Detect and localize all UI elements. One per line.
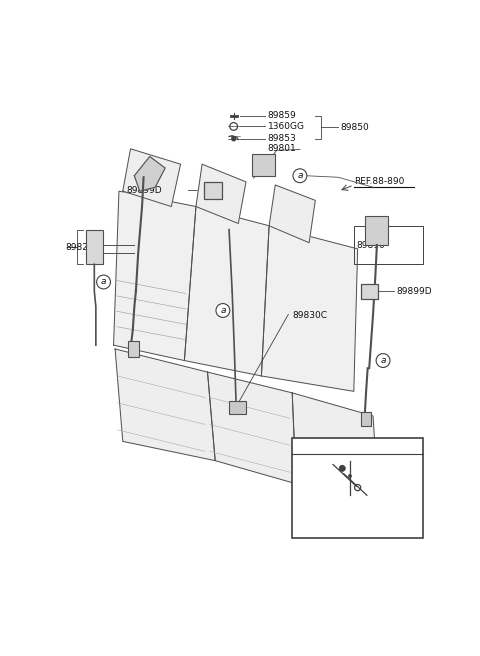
Bar <box>229 401 246 415</box>
Bar <box>252 154 275 176</box>
Bar <box>361 412 371 426</box>
Polygon shape <box>292 393 378 503</box>
Bar <box>354 226 423 264</box>
Bar <box>292 438 423 538</box>
Polygon shape <box>114 191 196 361</box>
Text: 89899D: 89899D <box>127 186 162 195</box>
Polygon shape <box>269 185 315 243</box>
Bar <box>365 216 388 245</box>
Text: 89820: 89820 <box>65 243 94 252</box>
Text: 89859: 89859 <box>267 111 296 120</box>
Circle shape <box>96 275 110 289</box>
Bar <box>361 283 378 299</box>
Text: 89850: 89850 <box>341 123 370 132</box>
Text: 89830C: 89830C <box>292 312 327 320</box>
Circle shape <box>376 354 390 367</box>
Polygon shape <box>196 164 246 224</box>
Text: a: a <box>220 306 226 315</box>
Polygon shape <box>115 349 215 461</box>
Text: REF.88-890: REF.88-890 <box>354 177 404 186</box>
Polygon shape <box>184 207 269 376</box>
Text: a: a <box>101 277 106 287</box>
Circle shape <box>339 465 345 472</box>
Polygon shape <box>123 149 180 207</box>
Text: 89810: 89810 <box>356 241 385 249</box>
Circle shape <box>299 440 311 452</box>
Text: 1360GG: 1360GG <box>267 122 304 131</box>
Text: 88878: 88878 <box>335 446 363 455</box>
Text: a: a <box>380 356 386 365</box>
Circle shape <box>293 169 307 182</box>
Circle shape <box>348 474 351 478</box>
Polygon shape <box>262 226 358 392</box>
Text: a: a <box>297 171 303 180</box>
Text: 89853: 89853 <box>267 134 296 143</box>
Bar <box>204 182 222 199</box>
Circle shape <box>216 304 230 318</box>
Text: a: a <box>302 441 307 451</box>
Bar <box>86 230 103 264</box>
Text: 88877: 88877 <box>354 502 383 511</box>
Text: 89899D: 89899D <box>396 287 432 296</box>
Bar <box>128 341 139 357</box>
Polygon shape <box>207 372 296 483</box>
Circle shape <box>231 136 236 141</box>
Polygon shape <box>134 157 165 191</box>
Text: 89801: 89801 <box>267 144 296 154</box>
